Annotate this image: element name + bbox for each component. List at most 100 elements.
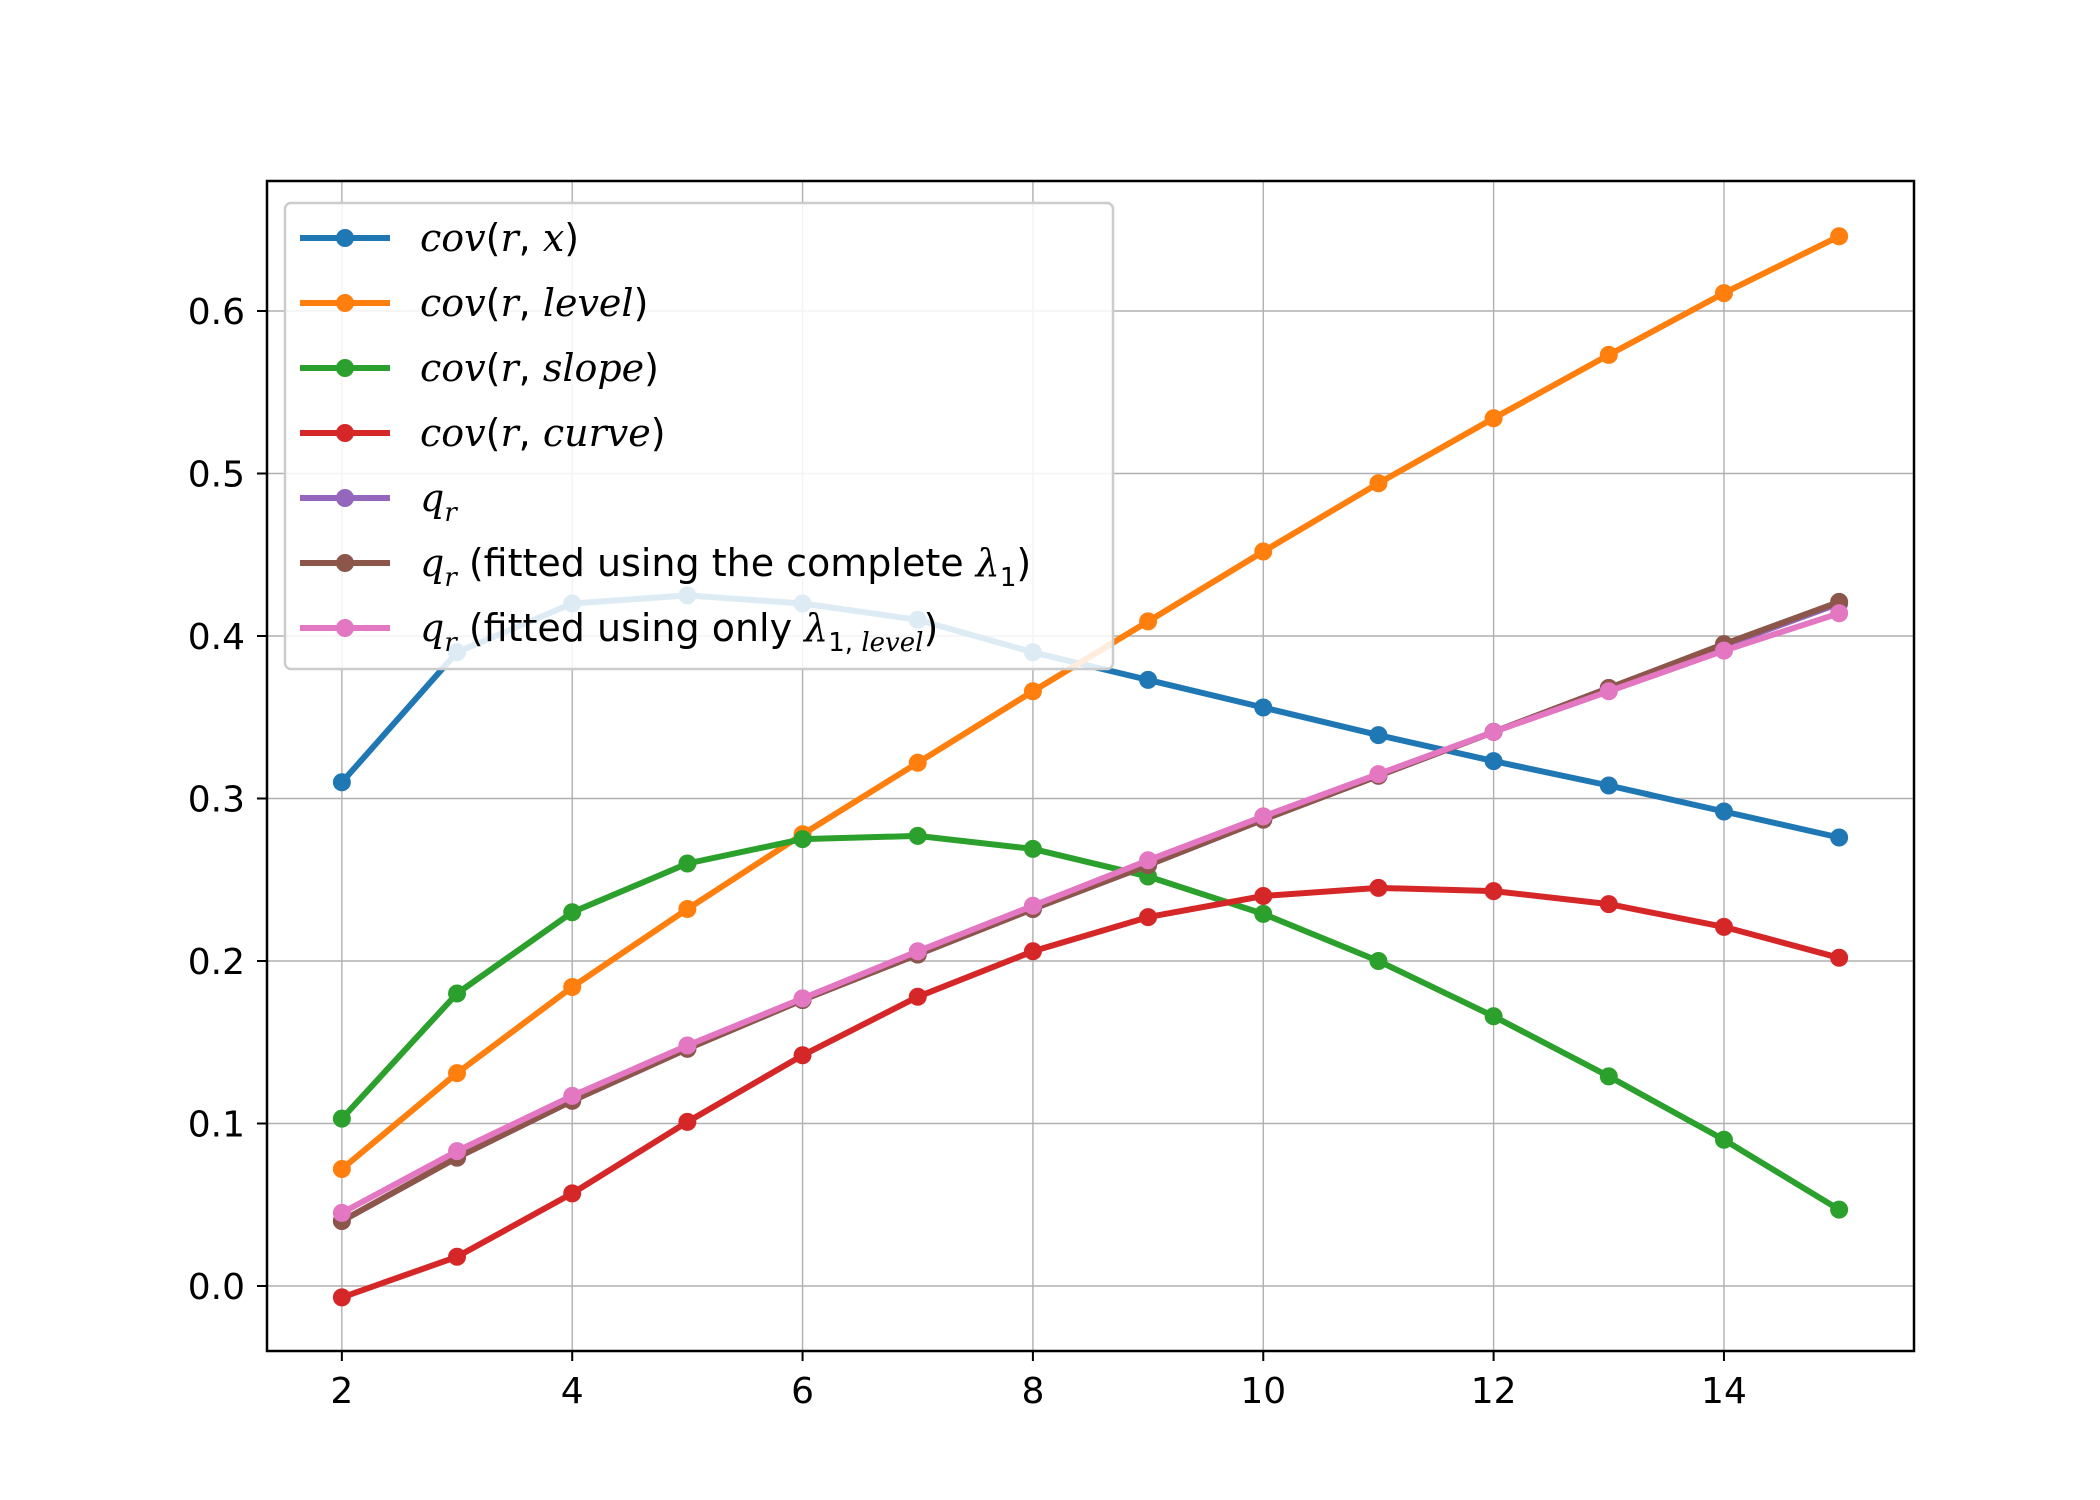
legend-swatch-marker (336, 424, 354, 442)
y-tick-label: 0.0 (188, 1267, 245, 1308)
legend-label: cov(r, curve) (420, 411, 666, 455)
data-point (1023, 682, 1042, 701)
data-point (332, 773, 351, 792)
legend-item: cov(r, slope) (300, 346, 659, 390)
data-point (332, 1109, 351, 1128)
data-point (563, 1086, 582, 1105)
series-line (340, 610, 1841, 1216)
data-point (563, 1184, 582, 1203)
x-tick-label: 4 (561, 1371, 584, 1412)
data-point (1599, 682, 1618, 701)
data-point (1599, 776, 1618, 795)
legend-swatch-marker (336, 489, 354, 507)
data-point (1599, 1067, 1618, 1086)
data-point (1254, 904, 1273, 923)
legend-item: qr (300, 476, 458, 528)
data-point (1254, 698, 1273, 717)
data-point (1714, 802, 1733, 821)
data-point (793, 1046, 812, 1065)
series-3 (332, 878, 1849, 1307)
data-point (332, 1160, 351, 1178)
data-point (1830, 948, 1849, 967)
y-tick-label: 0.3 (188, 780, 245, 821)
data-point (1139, 908, 1158, 927)
legend-swatch-marker (336, 229, 354, 247)
data-point (678, 854, 697, 873)
data-point (332, 1288, 351, 1307)
data-point (1369, 726, 1388, 745)
data-point (1369, 765, 1388, 784)
series-6 (332, 604, 1849, 1222)
data-point (1023, 839, 1042, 858)
data-point (1023, 942, 1042, 961)
data-point (793, 989, 812, 1008)
data-point (1139, 851, 1158, 870)
legend-swatch-marker (336, 554, 354, 572)
data-point (1023, 896, 1042, 915)
data-point (908, 942, 927, 961)
data-point (1830, 828, 1849, 847)
legend-label: cov(r, x) (420, 216, 579, 260)
x-tick-label: 10 (1240, 1371, 1286, 1412)
data-point (1484, 1007, 1503, 1026)
legend-swatch-marker (336, 294, 354, 312)
data-point (1484, 409, 1503, 428)
data-point (1714, 641, 1733, 660)
x-tick-label: 6 (791, 1371, 814, 1412)
data-point (1139, 670, 1158, 689)
data-point (1484, 882, 1503, 901)
data-point (1714, 917, 1733, 936)
legend-item: cov(r, level) (300, 281, 648, 325)
data-point (908, 826, 927, 845)
data-point (1139, 612, 1158, 631)
legend-label: cov(r, slope) (420, 346, 659, 390)
series-line (339, 832, 1841, 1213)
plot-frame (265, 179, 1916, 1353)
data-point (448, 1142, 467, 1161)
data-point (678, 1036, 697, 1055)
data-point (1484, 752, 1503, 771)
y-tick-label: 0.1 (188, 1105, 245, 1146)
series-line (340, 884, 1840, 1301)
data-point (908, 987, 927, 1006)
data-point (1830, 1200, 1849, 1219)
data-point (448, 1064, 467, 1083)
data-point (908, 753, 927, 772)
data-point (1830, 604, 1849, 623)
data-point (678, 900, 697, 918)
x-tick-label: 2 (330, 1371, 353, 1412)
data-point (1714, 284, 1733, 303)
legend-item: qr (fitted using only λ1, level) (300, 606, 938, 658)
data-point (1369, 878, 1388, 897)
legend-label: cov(r, level) (420, 281, 648, 325)
data-point (1254, 807, 1273, 826)
data-point (1369, 474, 1388, 493)
series-2 (332, 826, 1849, 1219)
legend-item: cov(r, curve) (300, 411, 666, 455)
legend-swatch-marker (336, 619, 354, 637)
data-point (1484, 722, 1503, 741)
axis-ticks: 2 4 6 8 10 12 14 0.0 0.1 0.2 0.3 0.4 0.5 0.6 (188, 292, 1747, 1412)
data-point (1369, 952, 1388, 970)
data-point (1254, 542, 1273, 561)
legend-swatch-marker (336, 359, 354, 377)
y-tick-label: 0.4 (188, 617, 245, 658)
data-point (563, 903, 582, 922)
legend-label: qr (fitted using the complete λ1) (420, 541, 1031, 593)
data-point (332, 1203, 351, 1222)
legend-box (283, 201, 1115, 671)
data-point (1599, 895, 1618, 914)
data-point (448, 1247, 467, 1266)
x-tick-label: 14 (1701, 1371, 1747, 1412)
data-point (1599, 345, 1618, 364)
legend-label: qr (420, 476, 458, 528)
data-point (563, 978, 582, 996)
data-point (1830, 227, 1849, 246)
y-tick-label: 0.5 (188, 455, 245, 496)
data-point (1714, 1130, 1733, 1149)
data-point (1254, 887, 1273, 905)
legend: cov(r, x) cov(r, level) cov(r, slope) cov(r… (283, 201, 1115, 671)
legend-label: qr (fitted using only λ1, level) (420, 606, 938, 658)
y-tick-label: 0.6 (188, 292, 245, 333)
